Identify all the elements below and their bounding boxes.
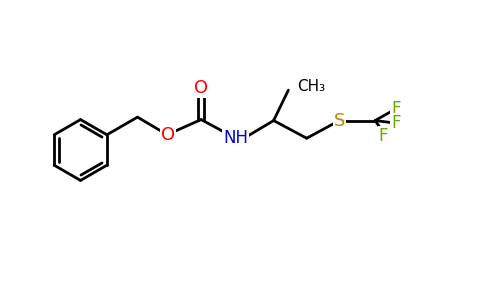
Text: O: O [194,79,208,97]
Text: NH: NH [223,129,248,147]
Text: CH₃: CH₃ [297,79,325,94]
Text: S: S [334,112,346,130]
Text: F: F [391,100,400,118]
Text: F: F [378,127,388,145]
Text: F: F [391,114,400,132]
Text: O: O [161,126,175,144]
